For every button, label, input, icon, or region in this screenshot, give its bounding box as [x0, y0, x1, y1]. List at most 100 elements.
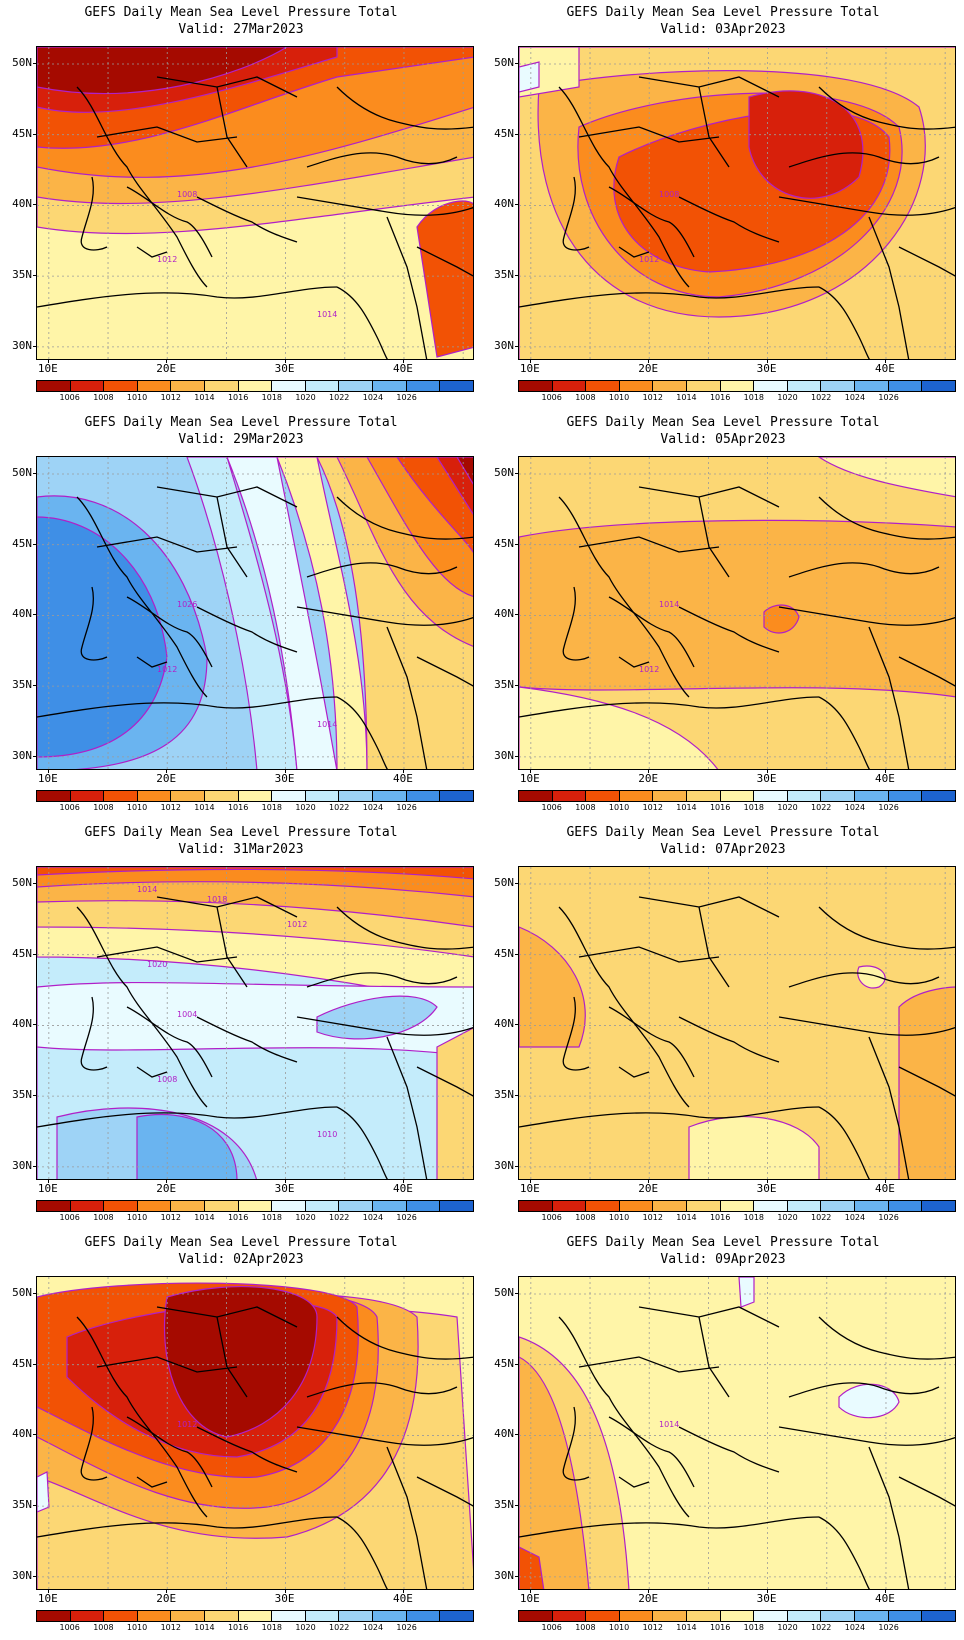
coastline-border — [578, 536, 720, 553]
colorbar-label: 1020 — [295, 803, 316, 812]
colorbar-swatch — [238, 1201, 273, 1211]
colorbar-label: 1010 — [126, 1213, 148, 1222]
colorbar-swatch — [205, 1611, 239, 1621]
coastline-border — [678, 1016, 780, 1063]
colorbar-swatch — [687, 791, 721, 801]
latitude-label: 35N — [494, 268, 514, 282]
pressure-contour-band — [748, 90, 864, 199]
colorbar-swatch — [440, 381, 473, 391]
contour-label: 1014 — [317, 720, 337, 729]
coastline-border — [126, 1416, 213, 1488]
colorbar-label: 1024 — [844, 1623, 866, 1632]
colorbar-swatch — [552, 1611, 587, 1621]
longitude-tick — [529, 770, 531, 773]
coastline-border — [296, 606, 473, 626]
colorbar-label: 1020 — [777, 803, 798, 812]
coastline-border — [578, 1356, 720, 1373]
coastline-border — [80, 996, 108, 1071]
latitude-tick — [515, 1575, 518, 1577]
longitude-tick — [766, 360, 768, 363]
colorbar-swatch — [272, 381, 306, 391]
colorbar-label: 1018 — [261, 803, 283, 812]
latitude-label: 45N — [494, 536, 514, 550]
colorbar-label: 1012 — [642, 803, 663, 812]
pressure-contour-band — [519, 519, 955, 698]
coastline-border — [296, 1426, 473, 1446]
coastline-border — [126, 1006, 213, 1078]
longitude-tick — [402, 770, 404, 773]
panel-title: GEFS Daily Mean Sea Level Pressure Total — [84, 1235, 398, 1250]
colorbar-label: 1014 — [194, 393, 215, 402]
latitude-tick — [33, 345, 36, 347]
coastline-border — [868, 1446, 910, 1589]
panel-title: GEFS Daily Mean Sea Level Pressure Total — [84, 415, 398, 430]
pressure-contour-band — [276, 457, 368, 769]
coastline-border — [562, 1406, 590, 1481]
contour-label: 1004 — [177, 1010, 197, 1019]
longitude-label: 20E — [156, 362, 177, 375]
latitude-label: 35N — [494, 678, 514, 692]
colorbar-swatch — [305, 791, 340, 801]
colorbar-swatch — [619, 381, 654, 391]
colorbar — [36, 790, 474, 802]
colorbar-label: 1024 — [362, 393, 384, 402]
colorbar-swatch — [37, 791, 71, 801]
colorbar-swatch — [137, 1201, 172, 1211]
colorbar-swatch — [406, 381, 441, 391]
longitude-tick — [284, 1180, 286, 1183]
colorbar-label: 1010 — [608, 803, 630, 812]
pressure-contour-band — [226, 457, 338, 769]
longitude-tick — [47, 1590, 49, 1593]
colorbar-swatch — [272, 1201, 306, 1211]
pressure-contour-band — [186, 457, 298, 769]
coastline-border — [788, 972, 940, 988]
colorbar-label: 1018 — [743, 1213, 765, 1222]
colorbar-label: 1014 — [194, 803, 215, 812]
latitude-tick — [33, 133, 36, 135]
pressure-contour-band — [136, 1113, 238, 1179]
longitude-label: 40E — [875, 1592, 895, 1605]
map-canvas: 1004 1008 1010 1012 1014 1018 1020 — [37, 867, 473, 1179]
colorbar-label: 1014 — [676, 803, 697, 812]
longitude-label: 10E — [519, 362, 540, 375]
pressure-contour-band — [519, 1356, 590, 1589]
colorbar-label: 1008 — [575, 803, 596, 812]
latitude-tick — [33, 882, 36, 884]
colorbar-swatch — [37, 1611, 71, 1621]
colorbar-swatch — [687, 381, 721, 391]
latitude-tick — [515, 345, 518, 347]
coastline-border — [818, 1106, 870, 1179]
coastline-border — [678, 196, 780, 243]
colorbar-label: 1008 — [93, 803, 114, 812]
coastline-border — [386, 1036, 428, 1179]
colorbar-label: 1014 — [676, 1213, 697, 1222]
colorbar-swatch — [440, 1201, 473, 1211]
longitude-label: 10E — [37, 772, 58, 785]
coastline-border — [196, 1426, 298, 1473]
colorbar-label: 1022 — [811, 803, 832, 812]
colorbar-swatch — [787, 1201, 822, 1211]
colorbar-swatch — [519, 381, 553, 391]
longitude-label: 10E — [37, 1592, 58, 1605]
contour-label: 1014 — [137, 885, 157, 894]
latitude-label: 30N — [494, 338, 514, 352]
contour-label: 1012 — [177, 1420, 197, 1429]
coastline-border — [868, 626, 910, 769]
coastline-border — [818, 286, 870, 359]
longitude-label: 20E — [156, 1592, 177, 1605]
coastline-border — [558, 1316, 690, 1518]
longitude-tick — [766, 1590, 768, 1593]
coastline-border — [336, 286, 388, 359]
longitude-label: 30E — [756, 1182, 777, 1195]
coastline-border — [558, 496, 690, 698]
colorbar-swatch — [619, 1611, 654, 1621]
coastline-border — [196, 606, 298, 653]
coastline-border — [698, 1316, 730, 1398]
longitude-label: 30E — [756, 772, 777, 785]
coastline-border — [558, 86, 690, 288]
latitude-tick — [515, 1434, 518, 1436]
contour-label: 1014 — [317, 310, 337, 319]
colorbar-label: 1026 — [396, 1213, 417, 1222]
colorbar-label: 1006 — [59, 803, 80, 812]
colorbar-swatch — [754, 1201, 788, 1211]
